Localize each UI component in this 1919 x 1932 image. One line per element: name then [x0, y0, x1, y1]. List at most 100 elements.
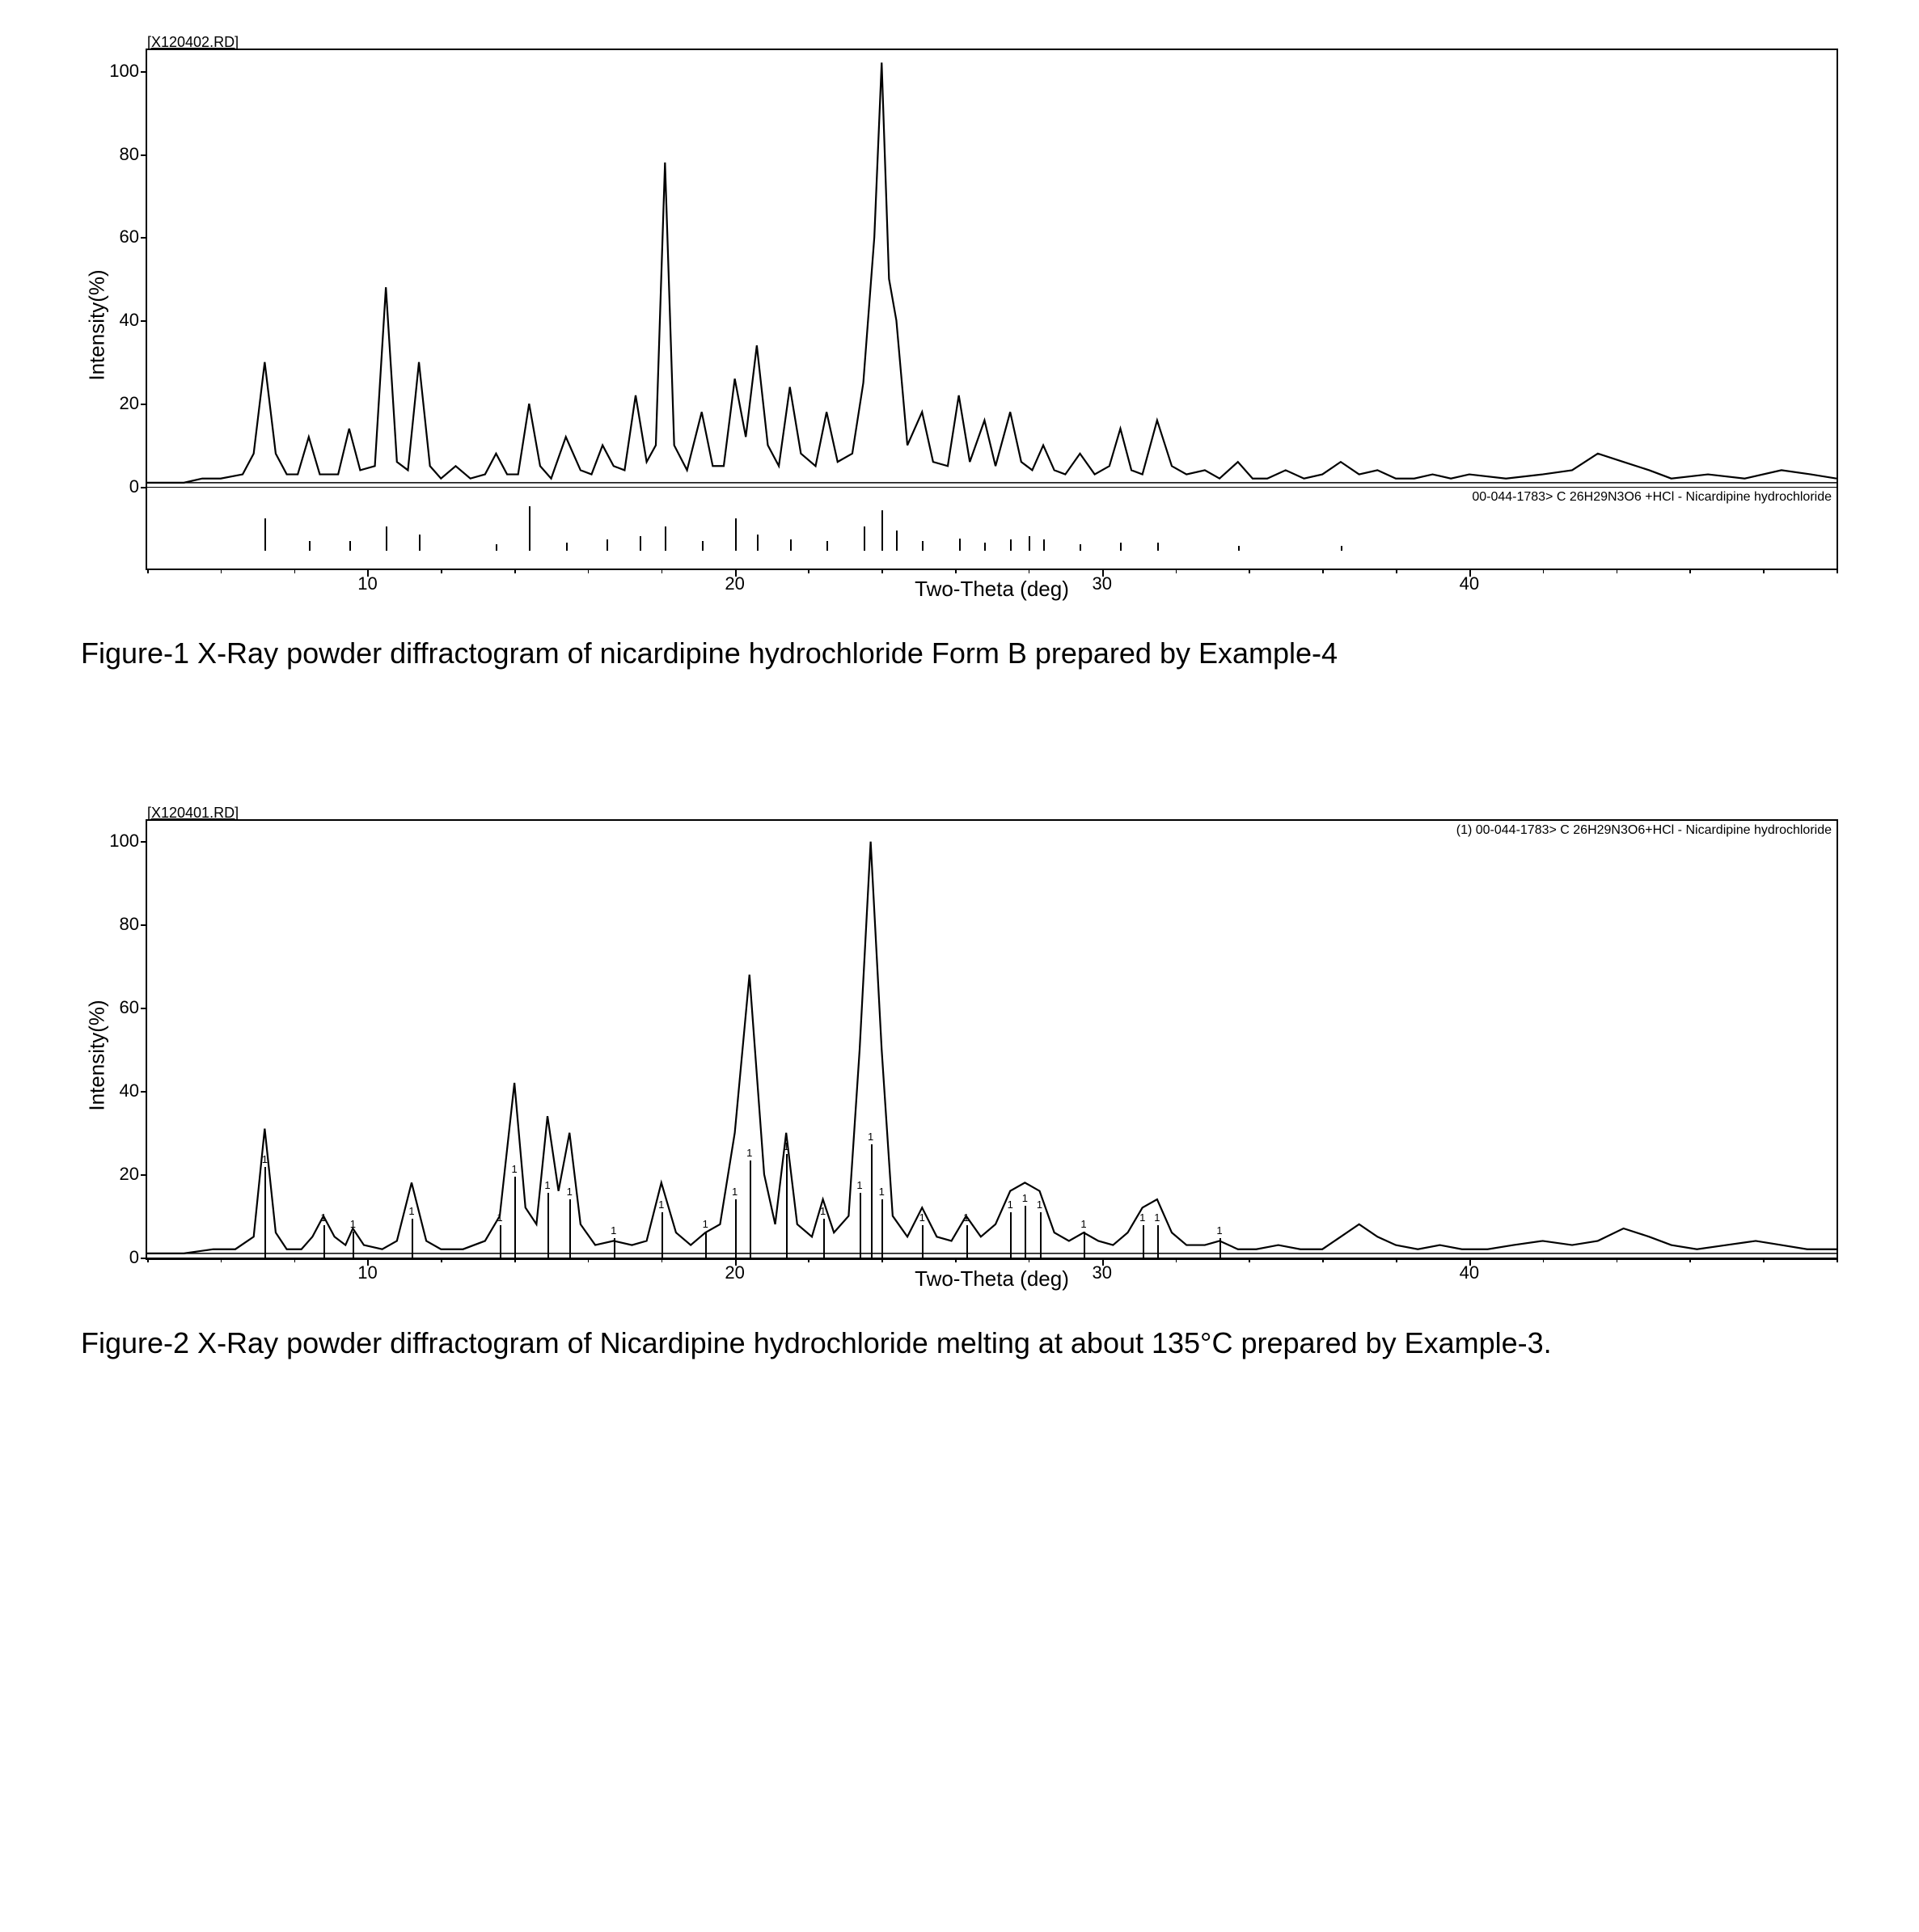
reference-peak-stick [786, 1154, 788, 1258]
reference-peak-numeral: 1 [879, 1186, 885, 1198]
reference-peak-stick [1238, 546, 1240, 551]
figure-2-plot-area: (1) 00-044-1783> C 26H29N3O6+HCl - Nicar… [147, 821, 1837, 1258]
y-tick-label: 40 [120, 1080, 147, 1101]
reference-peak-stick [1029, 536, 1030, 551]
y-tick-label: 0 [129, 1247, 147, 1268]
reference-peak-stick [735, 1199, 737, 1258]
reference-peak-stick [1025, 1206, 1026, 1258]
reference-peak-stick [881, 510, 883, 551]
reference-peak-stick [353, 1232, 354, 1258]
figure-1-y-axis-label: Intensity(%) [85, 269, 110, 380]
reference-peak-stick [705, 1232, 707, 1258]
reference-peak-stick [529, 506, 530, 551]
reference-peak-numeral: 1 [1022, 1192, 1028, 1204]
reference-peak-stick [1080, 544, 1081, 551]
reference-peak-numeral: 1 [820, 1205, 826, 1217]
figure-2-curve [147, 821, 1837, 1258]
reference-peak-stick [614, 1238, 615, 1258]
reference-peak-stick [640, 536, 641, 551]
reference-peak-stick [514, 1177, 516, 1258]
reference-peak-numeral: 1 [856, 1179, 862, 1191]
reference-peak-stick [826, 541, 828, 551]
x-tick-label: 10 [357, 569, 377, 594]
reference-peak-stick [1143, 1225, 1144, 1258]
reference-peak-stick [547, 1193, 549, 1258]
x-tick-label: 40 [1460, 569, 1479, 594]
reference-peak-stick [496, 544, 497, 551]
reference-peak-numeral: 1 [784, 1140, 789, 1152]
reference-peak-stick [922, 541, 924, 551]
reference-peak-stick [566, 543, 568, 551]
reference-peak-stick [323, 1225, 325, 1258]
y-tick-label: 60 [120, 997, 147, 1018]
y-tick-label: 20 [120, 393, 147, 414]
reference-peak-stick [1043, 539, 1045, 551]
x-tick-label: 20 [725, 569, 744, 594]
figure-1-chart: [X120402.RD] Intensity(%) 020406080100 0… [146, 49, 1838, 602]
reference-peak-stick [569, 1199, 571, 1258]
reference-peak-numeral: 1 [1139, 1211, 1145, 1224]
reference-peak-stick [1010, 539, 1012, 551]
reference-peak-stick [386, 526, 387, 551]
x-tick-label: 30 [1092, 1258, 1111, 1283]
y-tick-label: 60 [120, 226, 147, 247]
reference-peak-numeral: 1 [1008, 1199, 1013, 1211]
reference-peak-numeral: 1 [1154, 1211, 1160, 1224]
reference-peak-stick [662, 1212, 663, 1258]
figure-1-reference-label: 00-044-1783> C 26H29N3O6 +HCl - Nicardip… [1472, 490, 1832, 505]
y-tick-label: 80 [120, 914, 147, 935]
figure-1-block: [X120402.RD] Intensity(%) 020406080100 0… [81, 49, 1838, 674]
reference-peak-numeral: 1 [350, 1218, 356, 1230]
figure-2-y-axis-label: Intensity(%) [85, 1000, 110, 1110]
figure-1-frame: 020406080100 00-044-1783> C 26H29N3O6 +H… [146, 49, 1838, 570]
reference-peak-stick [1040, 1212, 1042, 1258]
reference-peak-stick [790, 539, 792, 551]
figure-2-frame: (1) 00-044-1783> C 26H29N3O6+HCl - Nicar… [146, 819, 1838, 1260]
reference-peak-stick [871, 1144, 873, 1258]
reference-peak-stick [1219, 1238, 1221, 1258]
x-tick-label: 30 [1092, 569, 1111, 594]
reference-peak-stick [881, 1199, 883, 1258]
reference-peak-stick [1120, 543, 1122, 551]
reference-peak-stick [922, 1225, 924, 1258]
x-tick-label: 40 [1460, 1258, 1479, 1283]
reference-peak-numeral: 1 [732, 1186, 738, 1198]
reference-peak-numeral: 1 [919, 1211, 925, 1224]
x-tick-label: 20 [725, 1258, 744, 1283]
figure-2-x-axis-label: Two-Theta (deg) [146, 1266, 1838, 1292]
reference-peak-numeral: 1 [703, 1218, 708, 1230]
figure-1-plot-area: 020406080100 [147, 50, 1837, 488]
reference-peak-stick [735, 518, 737, 551]
reference-peak-stick [349, 541, 351, 551]
reference-peak-numeral: 1 [963, 1211, 969, 1224]
reference-peak-stick [419, 535, 421, 551]
y-tick-label: 80 [120, 144, 147, 165]
reference-peak-stick [823, 1219, 825, 1258]
reference-peak-numeral: 1 [746, 1147, 752, 1159]
reference-peak-stick [750, 1160, 751, 1258]
reference-peak-numeral: 1 [497, 1211, 502, 1224]
figure-1-reference-strip: 00-044-1783> C 26H29N3O6 +HCl - Nicardip… [147, 488, 1837, 569]
figure-1-x-axis-label: Two-Theta (deg) [146, 577, 1838, 602]
reference-peak-numeral: 1 [320, 1211, 326, 1224]
reference-peak-stick [607, 539, 608, 551]
reference-peak-stick [757, 535, 759, 551]
reference-peak-stick [984, 543, 986, 551]
reference-peak-stick [1084, 1232, 1085, 1258]
reference-peak-numeral: 1 [544, 1179, 550, 1191]
reference-peak-stick [1341, 546, 1342, 551]
reference-peak-numeral: 1 [567, 1186, 573, 1198]
reference-peak-numeral: 1 [868, 1131, 873, 1143]
reference-peak-stick [966, 1225, 968, 1258]
reference-peak-stick [860, 1193, 861, 1258]
figure-2-block: [X120401.RD] Intensity(%) (1) 00-044-178… [81, 819, 1838, 1363]
reference-peak-numeral: 1 [262, 1153, 268, 1165]
figure-1-curve [147, 50, 1837, 487]
y-tick-label: 100 [109, 831, 147, 852]
figure-1-caption: Figure-1 X-Ray powder diffractogram of n… [81, 634, 1617, 674]
reference-peak-stick [264, 518, 266, 551]
reference-peak-stick [959, 539, 961, 551]
reference-peak-numeral: 1 [408, 1205, 414, 1217]
y-tick-label: 0 [129, 476, 147, 497]
reference-peak-stick [1157, 543, 1159, 551]
